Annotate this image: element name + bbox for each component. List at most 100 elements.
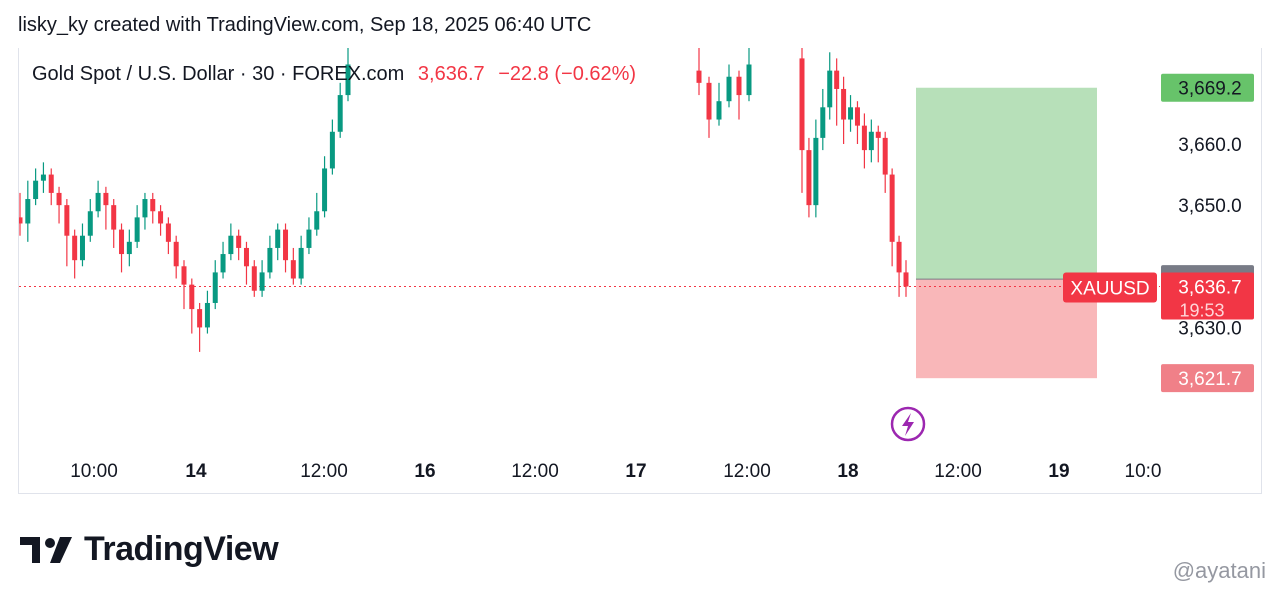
candle-body — [87, 211, 93, 236]
candle-body — [251, 266, 257, 291]
x-tick-label: 16 — [414, 461, 435, 482]
profit-zone — [916, 87, 1097, 280]
candle-body — [150, 199, 156, 212]
candle-body — [889, 174, 895, 242]
candle — [283, 223, 289, 273]
x-tick-label: 17 — [625, 461, 646, 482]
candle — [706, 76, 712, 138]
candle — [726, 64, 732, 108]
candle-body — [726, 76, 732, 102]
candle — [882, 131, 888, 193]
last-price-label: 3,636.7 — [1178, 277, 1241, 298]
last-price-label-bg — [1161, 272, 1254, 320]
tradingview-logo: TradingView — [20, 530, 279, 569]
candle — [19, 192, 23, 236]
candle — [103, 186, 109, 230]
candle — [33, 168, 39, 206]
candle-body — [820, 107, 826, 138]
x-tick-label: 18 — [837, 461, 858, 482]
candle-body — [220, 254, 226, 273]
candle — [251, 260, 257, 297]
candle — [903, 260, 909, 297]
x-tick-label: 10:00 — [70, 461, 118, 482]
candle-body — [158, 211, 164, 224]
candle — [854, 101, 860, 144]
candle-body — [716, 101, 722, 120]
candle — [746, 48, 752, 102]
candle-body — [64, 205, 70, 236]
watermark: @ayatani — [1172, 558, 1266, 583]
candle-body — [813, 137, 819, 206]
candle-body — [345, 64, 351, 96]
candle-body — [126, 241, 132, 255]
candle — [875, 125, 881, 163]
candle — [212, 260, 218, 310]
candle — [173, 235, 179, 279]
symbol-tag: XAUUSD — [1070, 278, 1149, 299]
candle — [204, 290, 210, 334]
candle — [48, 168, 54, 206]
candle — [72, 229, 78, 279]
candle — [848, 95, 854, 132]
candle — [189, 278, 195, 334]
candle-body — [283, 229, 289, 261]
candle-body — [298, 247, 304, 279]
candle-body — [290, 260, 296, 279]
x-tick-label: 12:00 — [511, 461, 559, 482]
candle-body — [848, 107, 854, 120]
candle-body — [841, 88, 847, 120]
candle-body — [806, 150, 812, 206]
candle — [220, 241, 226, 279]
y-tick-label: 3,630.0 — [1178, 318, 1241, 339]
candle-body — [746, 64, 752, 96]
candle — [181, 260, 187, 310]
event-marker — [890, 406, 926, 442]
candle-body — [134, 217, 140, 242]
y-tick-label: 3,660.0 — [1178, 135, 1241, 156]
candle-body — [173, 241, 179, 267]
x-tick-label: 12:00 — [934, 461, 982, 482]
take-profit-label-bg — [1161, 73, 1254, 102]
candle-body — [228, 235, 234, 255]
candle — [806, 137, 812, 218]
candle-body — [329, 131, 335, 169]
candle-body — [142, 199, 148, 218]
x-tick-label: 10:0 — [1125, 461, 1162, 482]
candle — [64, 199, 70, 267]
y-tick-label: 3,650.0 — [1178, 196, 1241, 217]
candle — [142, 192, 148, 230]
candle — [314, 192, 320, 236]
candle — [95, 180, 101, 218]
candle — [841, 76, 847, 144]
lightning-bolt-glyph — [902, 413, 914, 436]
candle — [228, 223, 234, 261]
candle-body — [19, 217, 23, 224]
candle — [267, 235, 273, 279]
candle-body — [197, 309, 203, 328]
candle-body — [854, 107, 860, 126]
candle-body — [799, 58, 805, 151]
candle-body — [314, 211, 320, 230]
candle — [896, 235, 902, 297]
legend-symbol: Gold Spot / U.S. Dollar · 30 · FOREX.com — [32, 63, 405, 85]
candle-body — [204, 302, 210, 328]
candle-body — [896, 241, 902, 273]
stop-loss-label: 3,621.7 — [1178, 369, 1241, 390]
candle — [329, 119, 335, 175]
candle-body — [275, 229, 281, 248]
candle — [889, 168, 895, 267]
candle — [259, 260, 265, 297]
candle-body — [95, 192, 101, 212]
candle-body — [322, 168, 328, 212]
candle — [25, 180, 31, 242]
candle-body — [827, 70, 833, 108]
candle-body — [212, 272, 218, 303]
candle-body — [79, 235, 85, 261]
x-tick-label: 14 — [185, 461, 207, 482]
candle — [345, 48, 351, 102]
candle-body — [267, 247, 273, 273]
candle-body — [306, 229, 312, 248]
symbol-tag-bg — [1063, 272, 1157, 303]
legend-change: −22.8 (−0.62%) — [498, 63, 637, 85]
